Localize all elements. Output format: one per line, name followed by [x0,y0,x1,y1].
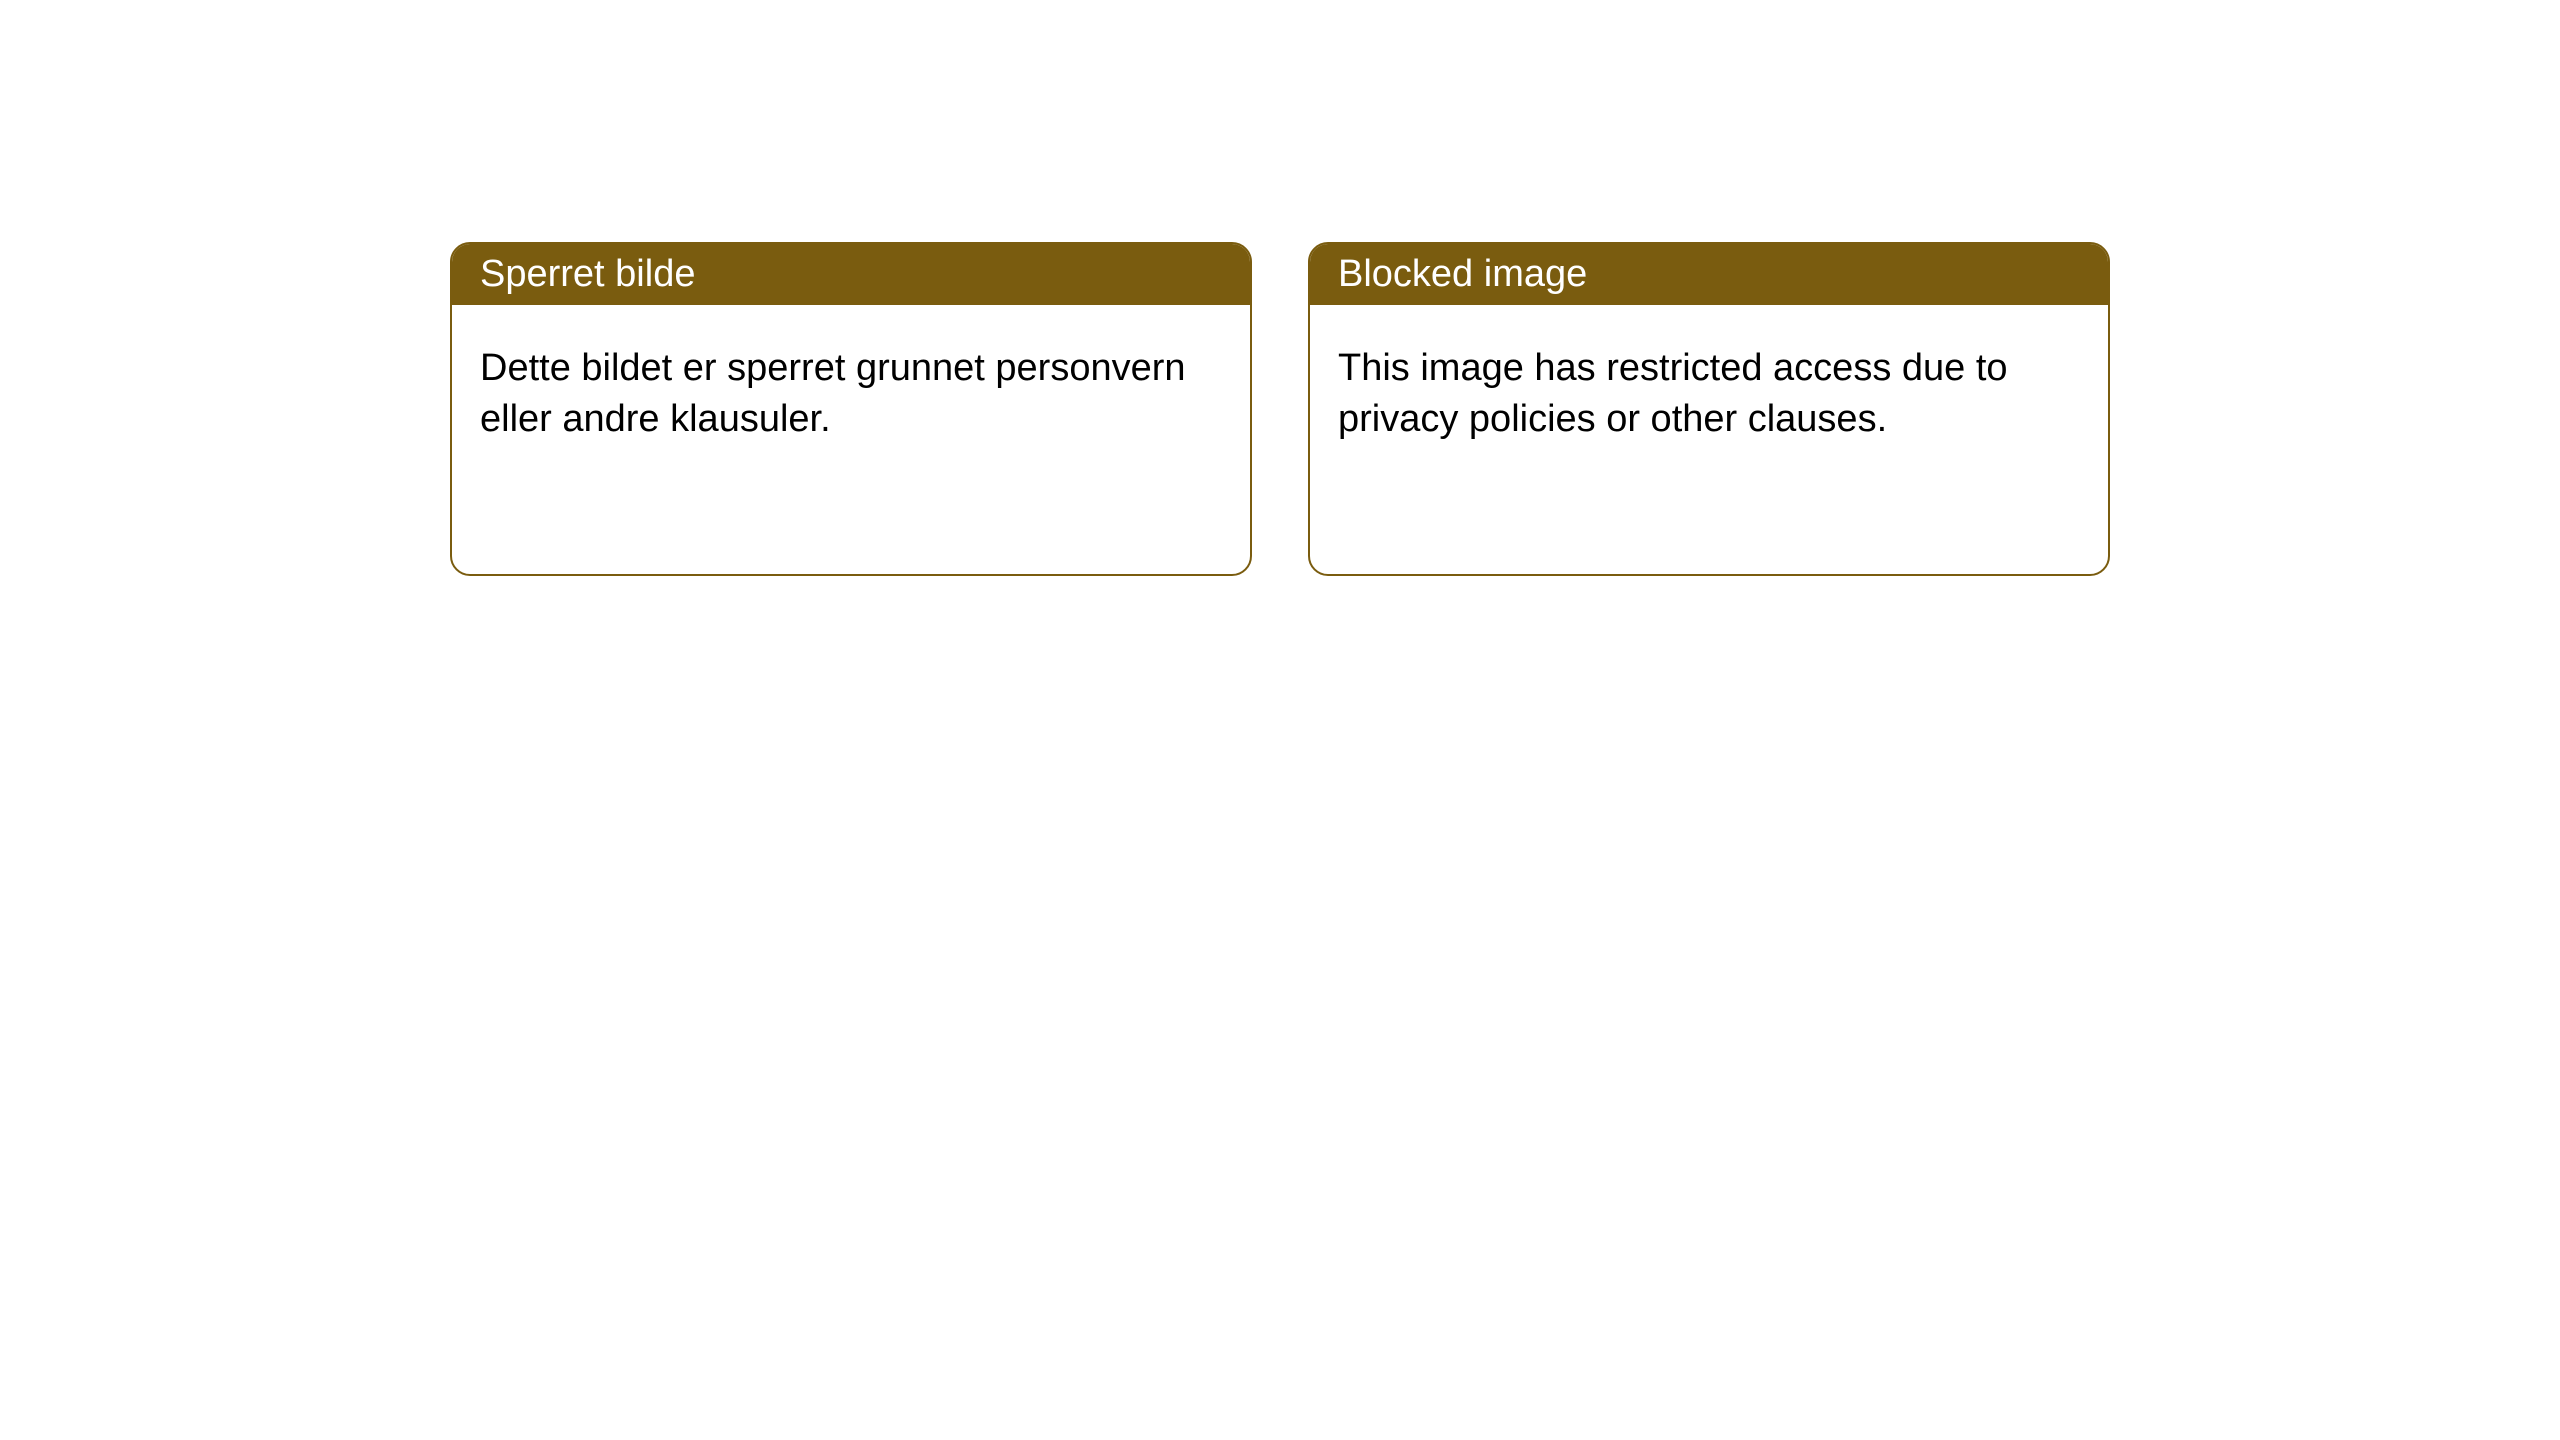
notice-title: Blocked image [1338,253,1587,296]
notice-header: Blocked image [1310,244,2108,305]
notice-card-norwegian: Sperret bilde Dette bildet er sperret gr… [450,242,1252,576]
notice-body: This image has restricted access due to … [1310,305,2108,484]
notice-body: Dette bildet er sperret grunnet personve… [452,305,1250,484]
notice-title: Sperret bilde [480,253,695,296]
notice-header: Sperret bilde [452,244,1250,305]
notice-text: This image has restricted access due to … [1338,347,2008,440]
notice-text: Dette bildet er sperret grunnet personve… [480,347,1186,440]
notice-card-english: Blocked image This image has restricted … [1308,242,2110,576]
notice-container: Sperret bilde Dette bildet er sperret gr… [450,242,2110,576]
